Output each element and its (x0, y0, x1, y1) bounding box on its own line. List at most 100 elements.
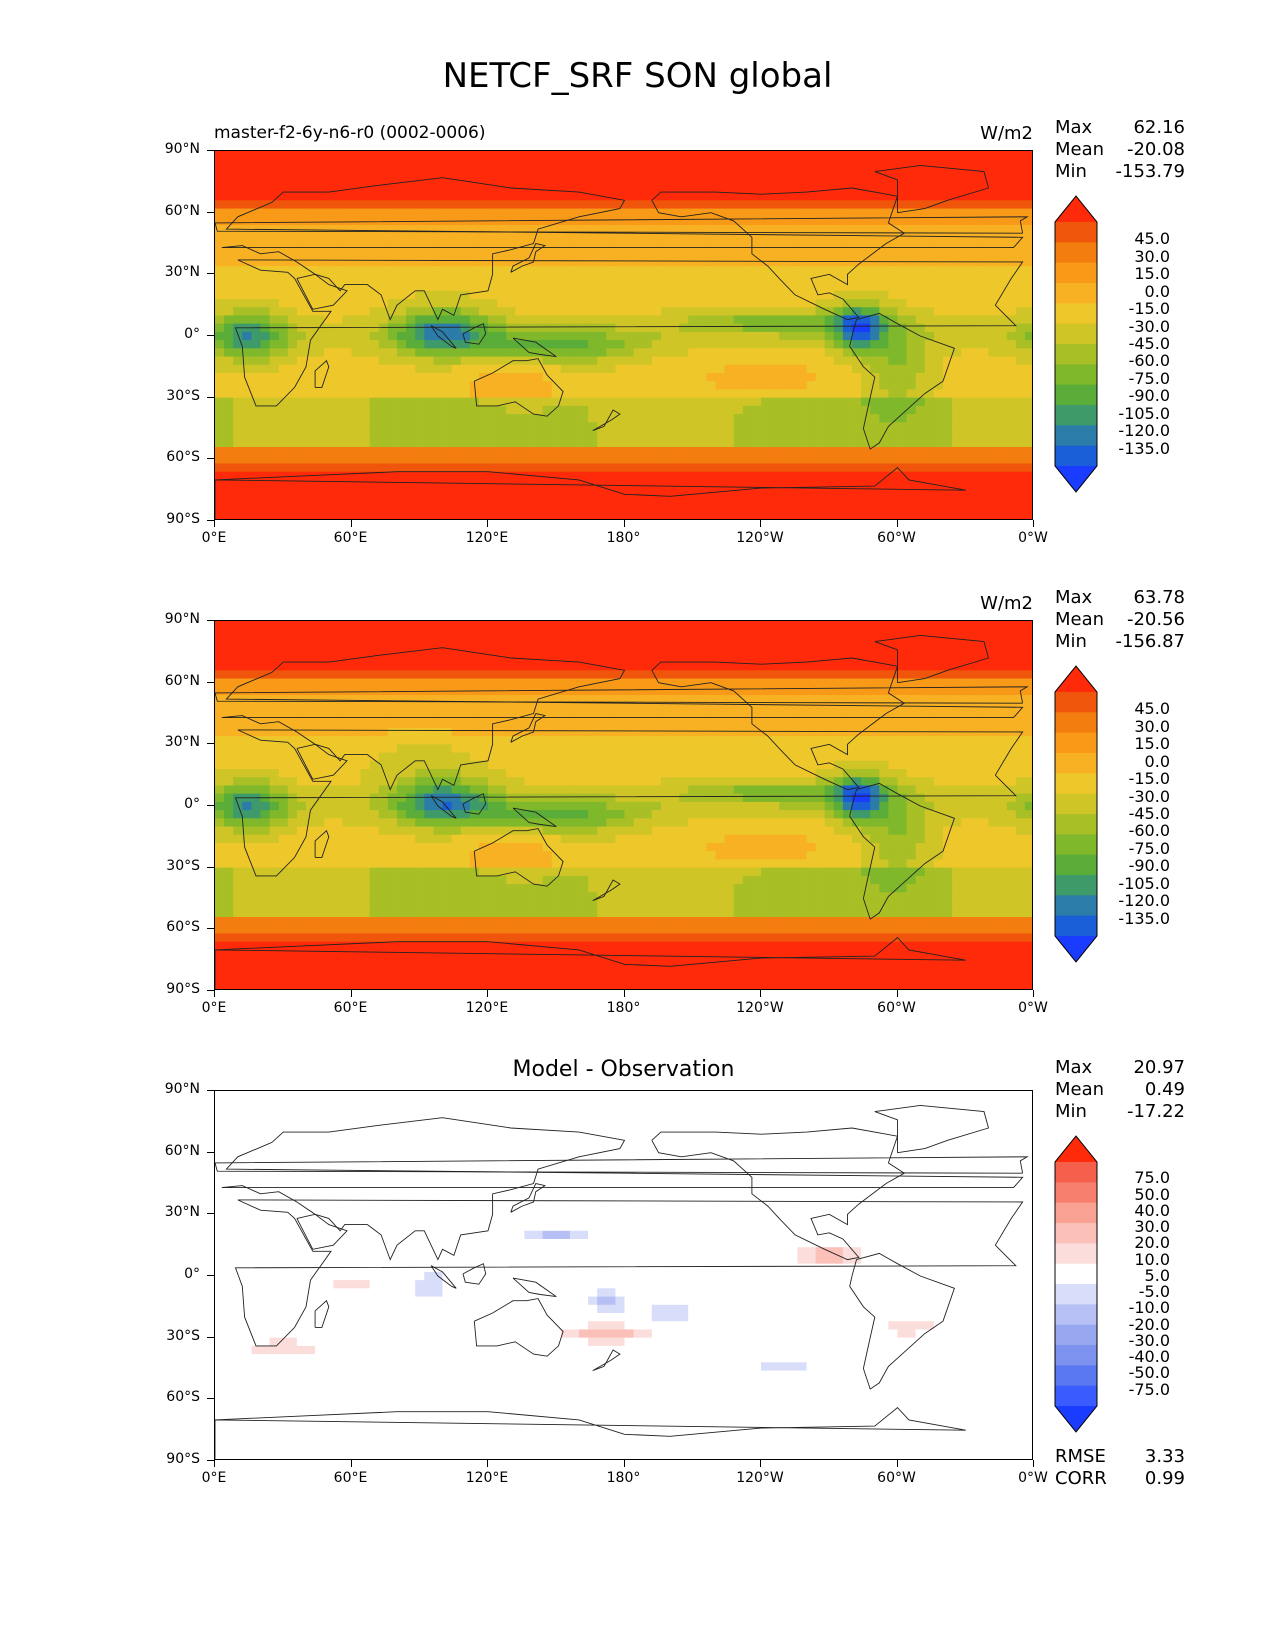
field-cell (615, 397, 626, 407)
field-cell (1015, 637, 1026, 647)
field-cell (597, 629, 607, 639)
field-cell (324, 159, 334, 169)
field-cell (924, 471, 935, 481)
field-cell (1024, 159, 1032, 169)
field-cell (397, 405, 407, 415)
field-cell (387, 463, 398, 473)
field-cell (478, 249, 489, 259)
field-cell (315, 629, 325, 639)
field-cell (415, 629, 425, 639)
field-cell (451, 266, 462, 275)
field-cell (306, 471, 316, 481)
field-cell (888, 422, 899, 432)
field-cell (624, 389, 635, 399)
field-cell (660, 504, 671, 514)
field-cell (633, 479, 644, 489)
field-cell (360, 356, 371, 366)
field-cell (979, 653, 990, 663)
field-cell (988, 637, 999, 647)
field-cell (296, 414, 307, 423)
field-cell (842, 488, 853, 497)
field-cell (688, 488, 698, 497)
field-cell (724, 479, 735, 489)
field-cell (897, 397, 908, 407)
field-cell (624, 488, 635, 497)
field-cell (551, 331, 562, 341)
field-cell (488, 299, 498, 308)
field-cell (287, 479, 298, 489)
field-cell (779, 512, 789, 519)
field-cell (542, 348, 553, 358)
field-cell (670, 381, 680, 391)
field-cell (233, 653, 243, 663)
field-cell (397, 315, 407, 325)
field-cell (633, 208, 644, 218)
field-cell (1006, 348, 1017, 358)
field-cell (961, 389, 971, 399)
field-cell (615, 645, 626, 655)
field-cell (1015, 241, 1026, 251)
field-cell (215, 200, 225, 210)
field-cell (715, 151, 726, 160)
field-cell (551, 686, 562, 696)
field-cell (660, 307, 671, 317)
field-cell (979, 389, 990, 399)
field-cell (888, 274, 899, 284)
field-cell (833, 200, 844, 210)
field-cell (888, 629, 899, 639)
field-cell (660, 192, 671, 201)
field-cell (269, 167, 280, 177)
field-cell (715, 167, 726, 177)
field-cell (815, 192, 826, 201)
field-cell (779, 282, 789, 292)
field-cell (897, 373, 908, 382)
panel-left-title: master-f2-6y-n6-r0 (0002-0006) (214, 123, 486, 143)
coastline-new-guinea (512, 337, 557, 358)
field-cell (278, 471, 289, 481)
field-cell (642, 167, 653, 177)
field-cell (560, 397, 571, 407)
field-cell (569, 167, 580, 177)
field-cell (469, 364, 480, 374)
field-cell (988, 397, 999, 407)
field-cell (642, 430, 653, 440)
field-cell (606, 637, 616, 647)
field-cell (469, 192, 480, 201)
field-cell (342, 496, 353, 506)
field-cell (460, 340, 471, 349)
field-cell (342, 621, 353, 630)
field-cell (1024, 686, 1032, 696)
field-cell (688, 422, 698, 432)
field-cell (806, 257, 817, 267)
field-cell (879, 496, 889, 506)
field-cell (387, 364, 398, 374)
field-cell (369, 686, 380, 696)
field-cell (970, 151, 980, 160)
field-cell (469, 653, 480, 663)
field-cell (624, 192, 635, 201)
field-cell (897, 323, 908, 333)
field-cell (724, 307, 735, 317)
field-cell (597, 621, 607, 630)
field-cell (870, 488, 880, 497)
field-cell (442, 438, 453, 448)
field-cell (387, 323, 398, 333)
field-cell (861, 447, 871, 456)
field-cell (715, 629, 726, 639)
field-cell (979, 241, 990, 251)
field-cell (251, 208, 262, 218)
field-cell (924, 340, 935, 349)
field-cell (215, 233, 225, 243)
field-cell (988, 299, 999, 308)
field-cell (943, 200, 953, 210)
field-cell (579, 471, 589, 481)
field-cell (333, 274, 343, 284)
field-cell (569, 512, 580, 519)
field-cell (333, 200, 343, 210)
field-cell (533, 266, 544, 275)
field-cell (1006, 151, 1017, 160)
field-cell (906, 430, 917, 440)
field-cell (651, 290, 662, 300)
field-cell (897, 200, 908, 210)
stat-row: Min -153.79 (1055, 161, 1185, 183)
